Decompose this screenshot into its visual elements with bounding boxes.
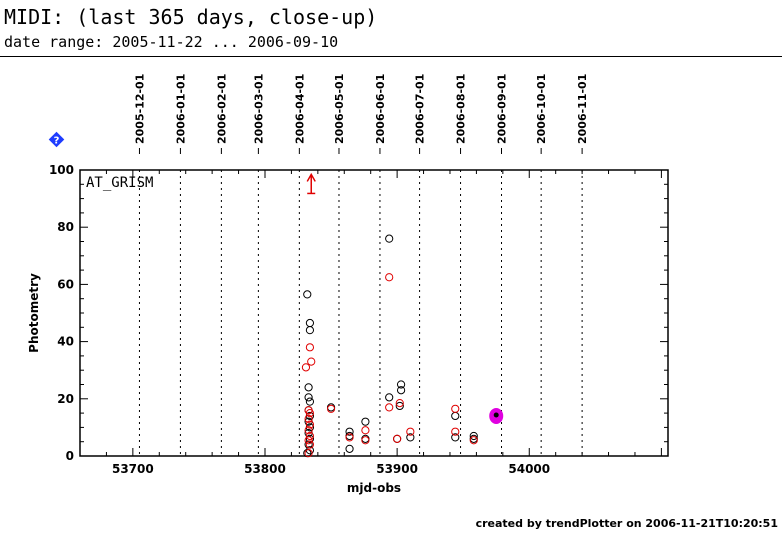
month-label: 2005-12-01 bbox=[133, 74, 146, 144]
month-label: 2006-08-01 bbox=[455, 74, 468, 144]
help-icon[interactable]: ? bbox=[48, 131, 65, 148]
x-tick-label: 54000 bbox=[508, 462, 550, 476]
data-point bbox=[345, 433, 354, 442]
data-point bbox=[345, 444, 354, 453]
month-label: 2006-05-01 bbox=[333, 74, 346, 144]
data-point bbox=[385, 273, 394, 282]
y-tick-label: 0 bbox=[66, 449, 74, 463]
y-tick-label: 80 bbox=[57, 220, 74, 234]
y-axis-label: Photometry bbox=[27, 273, 41, 353]
data-point bbox=[396, 386, 406, 395]
data-point bbox=[305, 434, 315, 443]
data-point bbox=[345, 427, 354, 436]
data-point bbox=[301, 363, 311, 372]
month-label: 2006-04-01 bbox=[293, 74, 306, 144]
data-point bbox=[385, 393, 394, 402]
month-label: 2006-07-01 bbox=[414, 74, 427, 144]
page-title: MIDI: (last 365 days, close-up) bbox=[4, 5, 378, 29]
y-tick-label: 40 bbox=[57, 335, 74, 349]
data-point bbox=[303, 290, 312, 299]
data-point bbox=[305, 318, 315, 328]
data-point bbox=[396, 380, 406, 389]
footer-credit: created by trendPlotter on 2006-11-21T10… bbox=[475, 517, 778, 530]
data-point bbox=[304, 426, 313, 435]
data-point bbox=[393, 434, 402, 443]
header-divider bbox=[0, 56, 782, 57]
data-point bbox=[406, 433, 415, 442]
data-point bbox=[451, 411, 460, 421]
data-point bbox=[304, 436, 313, 445]
data-point bbox=[304, 383, 313, 392]
data-point bbox=[305, 440, 315, 449]
data-point bbox=[361, 426, 370, 435]
data-point bbox=[305, 431, 315, 441]
data-point bbox=[304, 393, 313, 402]
month-label: 2006-10-01 bbox=[535, 74, 548, 144]
y-tick-label: 100 bbox=[49, 163, 74, 177]
data-point bbox=[305, 326, 315, 335]
help-icon-glyph: ? bbox=[54, 136, 60, 147]
data-point bbox=[326, 404, 336, 413]
data-point bbox=[406, 427, 415, 436]
data-point bbox=[304, 414, 313, 423]
data-point bbox=[361, 417, 370, 426]
data-point bbox=[451, 404, 460, 413]
y-tick-label: 60 bbox=[57, 277, 74, 291]
data-point bbox=[451, 427, 460, 436]
data-point bbox=[451, 433, 460, 442]
data-point bbox=[469, 436, 478, 445]
y-tick-label: 20 bbox=[57, 392, 74, 406]
data-point bbox=[307, 357, 316, 366]
data-point bbox=[395, 401, 404, 411]
month-label: 2006-11-01 bbox=[576, 74, 589, 144]
plot-frame bbox=[79, 169, 669, 457]
dataset-label: AT_GRISM bbox=[86, 175, 153, 191]
x-axis-label: mjd-obs bbox=[347, 481, 401, 495]
data-point bbox=[385, 234, 394, 243]
x-tick-label: 53700 bbox=[112, 462, 154, 476]
data-point bbox=[385, 403, 394, 412]
x-tick-label: 53800 bbox=[244, 462, 286, 476]
data-point bbox=[361, 436, 370, 445]
month-label: 2006-01-01 bbox=[174, 74, 187, 144]
data-point bbox=[304, 449, 313, 458]
date-range-subtitle: date range: 2005-11-22 ... 2006-09-10 bbox=[4, 33, 339, 51]
month-label: 2006-03-01 bbox=[252, 74, 265, 144]
data-point bbox=[469, 431, 478, 441]
highlight-point-center bbox=[493, 412, 499, 418]
data-point bbox=[305, 420, 315, 429]
data-point bbox=[395, 398, 404, 408]
month-label: 2006-09-01 bbox=[496, 74, 509, 144]
data-point bbox=[305, 409, 315, 418]
month-label: 2006-02-01 bbox=[215, 74, 228, 144]
data-point bbox=[305, 343, 315, 352]
month-label: 2006-06-01 bbox=[374, 74, 387, 144]
upper-limit-arrowhead bbox=[306, 172, 316, 182]
data-point bbox=[305, 397, 315, 406]
x-tick-label: 53900 bbox=[376, 462, 418, 476]
